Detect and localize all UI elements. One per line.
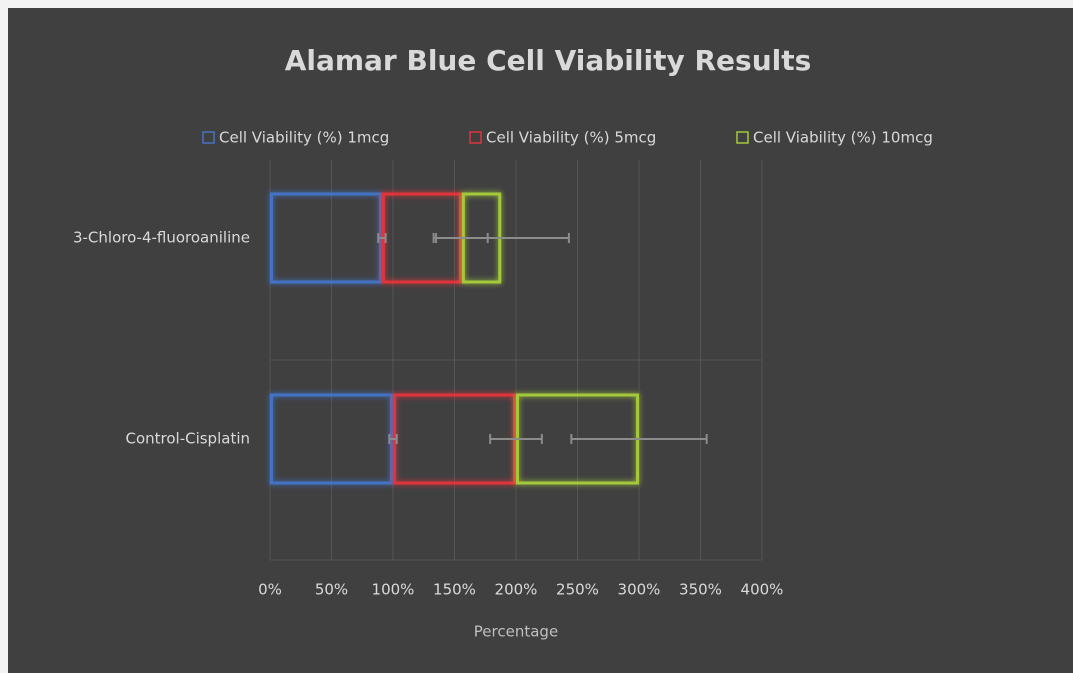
- x-tick-label: 400%: [741, 581, 784, 599]
- legend-swatch: [736, 131, 749, 144]
- x-tick-label: 150%: [433, 581, 476, 599]
- legend-label: Cell Viability (%) 5mcg: [486, 129, 656, 147]
- x-tick-label: 200%: [495, 581, 538, 599]
- legend-swatch: [202, 131, 215, 144]
- chart-background: [8, 8, 1073, 673]
- x-axis-title: Percentage: [474, 623, 558, 641]
- chart-title: Alamar Blue Cell Viability Results: [285, 44, 812, 77]
- y-tick-label: Control-Cisplatin: [125, 430, 250, 448]
- legend-label: Cell Viability (%) 10mcg: [753, 129, 933, 147]
- error-bar: [377, 233, 387, 243]
- error-bar: [489, 434, 543, 444]
- legend-label: Cell Viability (%) 1mcg: [219, 129, 389, 147]
- x-tick-label: 0%: [258, 581, 282, 599]
- error-bar: [388, 434, 398, 444]
- y-tick-label: 3-Chloro-4-fluoroaniline: [73, 229, 250, 247]
- x-tick-label: 300%: [618, 581, 661, 599]
- error-bar: [570, 434, 708, 444]
- legend-swatch: [469, 131, 482, 144]
- x-tick-label: 350%: [679, 581, 722, 599]
- x-tick-label: 100%: [372, 581, 415, 599]
- x-tick-label: 50%: [315, 581, 348, 599]
- error-bar: [432, 233, 570, 243]
- x-tick-label: 250%: [556, 581, 599, 599]
